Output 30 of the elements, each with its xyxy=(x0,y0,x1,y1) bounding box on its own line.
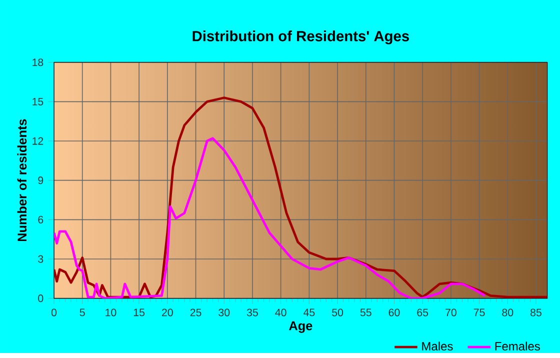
x-tick-label: 85 xyxy=(530,308,542,316)
legend-label: Females xyxy=(495,342,540,351)
y-tick-label: 18 xyxy=(32,58,44,66)
x-tick-label: 80 xyxy=(502,308,514,316)
x-tick-label: 75 xyxy=(474,308,485,316)
x-tick-label: 20 xyxy=(162,308,173,316)
y-tick-label: 12 xyxy=(32,137,44,145)
x-tick-label: 70 xyxy=(446,308,456,316)
x-tick-label: 25 xyxy=(190,308,202,316)
x-tick-label: 0 xyxy=(51,308,57,316)
x-axis-title: Age xyxy=(289,322,312,333)
y-tick-label: 3 xyxy=(38,255,44,263)
x-tick-label: 55 xyxy=(360,308,372,316)
x-tick-label: 60 xyxy=(388,308,400,316)
chart-title: Distribution of Residents' Ages xyxy=(192,30,409,44)
y-tick-label: 9 xyxy=(38,176,44,184)
y-axis-title: Number of residents xyxy=(17,119,27,242)
x-tick-label: 50 xyxy=(332,308,344,316)
y-tick-label: 6 xyxy=(38,216,44,224)
y-tick-label: 0 xyxy=(38,294,44,302)
x-tick-label: 40 xyxy=(275,308,286,316)
x-tick-label: 10 xyxy=(106,308,116,316)
legend-label: Males xyxy=(422,342,453,351)
x-tick-label: 35 xyxy=(246,308,258,316)
x-tick-label: 5 xyxy=(80,308,85,316)
x-tick-label: 15 xyxy=(134,308,145,316)
y-tick-label: 15 xyxy=(32,98,44,106)
x-tick-label: 30 xyxy=(218,308,230,316)
x-tick-label: 45 xyxy=(303,308,315,316)
x-tick-label: 65 xyxy=(417,308,428,316)
